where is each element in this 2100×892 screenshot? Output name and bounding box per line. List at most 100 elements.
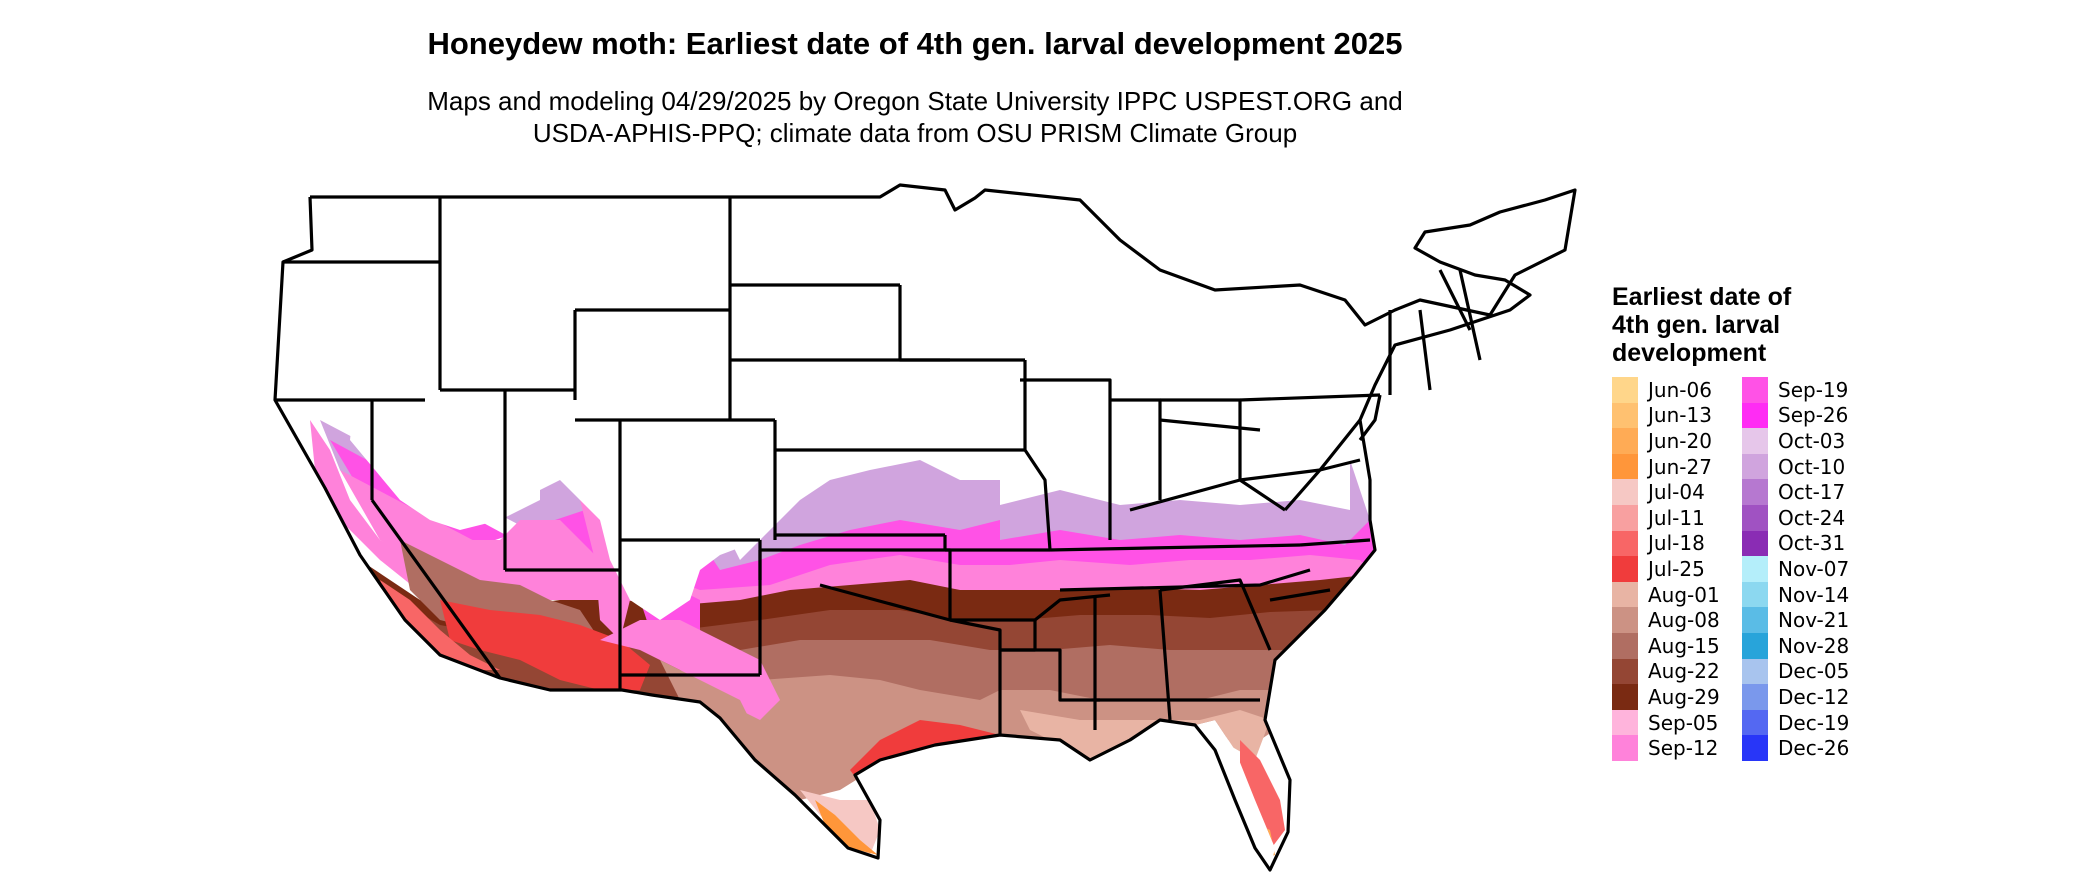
legend-item: Jun-27	[1612, 453, 1720, 480]
legend-label: Dec-26	[1778, 736, 1850, 761]
legend-item: Oct-24	[1742, 504, 1849, 531]
subtitle-line-2: USDA-APHIS-PPQ; climate data from OSU PR…	[532, 118, 1298, 148]
legend-label: Jun-13	[1648, 403, 1712, 428]
legend-item: Aug-22	[1612, 658, 1720, 685]
legend-label: Nov-28	[1778, 633, 1850, 658]
subtitle-line-1: Maps and modeling 04/29/2025 by Oregon S…	[427, 86, 1403, 116]
legend-label: Sep-19	[1778, 377, 1849, 402]
legend-item: Jul-04	[1612, 479, 1720, 505]
legend-swatch	[1742, 377, 1768, 403]
legend-item: Nov-21	[1742, 607, 1849, 633]
national-border	[273, 183, 1577, 872]
legend-swatch	[1612, 453, 1638, 480]
legend-swatch	[1742, 402, 1768, 429]
legend-swatch	[1612, 658, 1638, 685]
legend-columns: Jun-06 Jun-13 Jun-20 Jun-27 Jul-04 Jul-11 Jul-…	[1612, 377, 1912, 777]
legend-swatch	[1742, 556, 1768, 582]
legend-column-left: Jun-06 Jun-13 Jun-20 Jun-27 Jul-04 Jul-11 Jul-…	[1612, 377, 1720, 761]
legend-label: Jun-20	[1648, 428, 1712, 453]
legend-swatch	[1742, 632, 1768, 659]
legend-swatch	[1742, 504, 1768, 531]
legend-label: Oct-17	[1778, 480, 1846, 505]
legend-label: Aug-29	[1648, 684, 1720, 709]
legend-label: Nov-07	[1778, 556, 1850, 581]
legend-swatch	[1742, 658, 1768, 685]
legend-label: Jun-06	[1648, 377, 1712, 402]
legend-label: Oct-10	[1778, 454, 1846, 479]
legend-item: Sep-19	[1742, 377, 1849, 403]
legend-swatch	[1612, 402, 1638, 429]
legend-item: Jul-25	[1612, 556, 1720, 582]
legend-label: Dec-05	[1778, 659, 1850, 684]
legend-label: Sep-26	[1778, 403, 1849, 428]
legend-label: Nov-21	[1778, 608, 1850, 633]
legend-label: Sep-05	[1648, 710, 1719, 735]
legend: Earliest date of 4th gen. larval develop…	[1612, 283, 1912, 777]
state-borders	[273, 183, 1577, 872]
legend-title: Earliest date of 4th gen. larval develop…	[1612, 283, 1792, 367]
legend-item: Jul-18	[1612, 530, 1720, 557]
legend-item: Nov-14	[1742, 581, 1850, 608]
legend-item: Oct-10	[1742, 453, 1849, 480]
legend-swatch	[1612, 607, 1638, 633]
legend-label: Aug-15	[1648, 633, 1720, 658]
legend-label: Nov-14	[1778, 582, 1850, 607]
legend-label: Jun-27	[1648, 454, 1712, 479]
legend-item: Jun-13	[1612, 402, 1720, 429]
legend-swatch	[1612, 479, 1638, 505]
legend-swatch	[1742, 530, 1768, 557]
legend-swatch	[1742, 453, 1768, 480]
legend-label: Oct-03	[1778, 428, 1846, 453]
legend-item: Sep-26	[1742, 402, 1849, 429]
legend-swatch	[1612, 556, 1638, 582]
legend-label: Oct-24	[1778, 505, 1846, 530]
legend-item: Aug-15	[1612, 632, 1720, 659]
legend-item: Dec-26	[1742, 735, 1849, 761]
legend-swatch	[1612, 377, 1638, 403]
legend-swatch	[1742, 428, 1768, 454]
legend-label: Dec-19	[1778, 710, 1850, 735]
legend-label: Jul-04	[1648, 480, 1705, 505]
legend-item: Oct-31	[1742, 530, 1849, 557]
legend-swatch	[1742, 607, 1768, 633]
map-title: Honeydew moth: Earliest date of 4th gen.…	[427, 26, 1403, 61]
legend-label: Aug-01	[1648, 582, 1720, 607]
legend-swatch	[1612, 530, 1638, 557]
legend-item: Aug-08	[1612, 607, 1720, 633]
legend-swatch	[1612, 735, 1638, 761]
legend-label: Jul-18	[1648, 531, 1705, 556]
legend-label: Jul-25	[1648, 556, 1705, 581]
legend-label: Oct-31	[1778, 531, 1846, 556]
legend-item: Nov-07	[1742, 556, 1849, 582]
legend-item: Jul-11	[1612, 504, 1720, 531]
legend-label: Dec-12	[1778, 684, 1850, 709]
legend-item: Dec-05	[1742, 658, 1850, 685]
legend-swatch	[1742, 479, 1768, 505]
legend-swatch	[1612, 428, 1638, 454]
legend-item: Dec-19	[1742, 709, 1850, 736]
legend-label: Aug-22	[1648, 659, 1720, 684]
legend-swatch	[1612, 581, 1638, 608]
legend-item: Sep-05	[1612, 709, 1720, 736]
legend-item: Aug-29	[1612, 684, 1720, 710]
map-subtitle: Maps and modeling 04/29/2025 by Oregon S…	[0, 85, 1830, 149]
legend-item: Nov-28	[1742, 632, 1850, 659]
legend-swatch	[1612, 632, 1638, 659]
legend-label: Sep-12	[1648, 736, 1719, 761]
legend-item: Jun-06	[1612, 377, 1720, 403]
legend-swatch	[1742, 709, 1768, 736]
mountain-gaps	[330, 390, 760, 620]
legend-item: Aug-01	[1612, 581, 1720, 608]
legend-item: Dec-12	[1742, 684, 1849, 710]
legend-item: Oct-03	[1742, 428, 1849, 454]
legend-label: Jul-11	[1648, 505, 1705, 530]
legend-item: Oct-17	[1742, 479, 1849, 505]
legend-swatch	[1612, 684, 1638, 710]
legend-swatch	[1612, 709, 1638, 736]
legend-swatch	[1742, 581, 1768, 608]
legend-item: Sep-12	[1612, 735, 1720, 761]
legend-item: Jun-20	[1612, 428, 1720, 454]
legend-column-right: Sep-19 Sep-26 Oct-03 Oct-10 Oct-17 Oct-24 Oct-…	[1742, 377, 1849, 761]
legend-swatch	[1742, 684, 1768, 710]
